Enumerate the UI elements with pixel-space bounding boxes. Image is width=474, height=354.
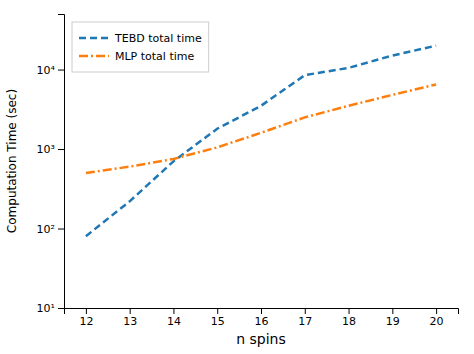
x-tick: 18 (342, 308, 356, 328)
legend-label: MLP total time (115, 50, 194, 63)
x-axis-line (65, 309, 459, 315)
legend-label: TEBD total time (114, 32, 202, 45)
y-tick-mark (58, 308, 64, 309)
x-tick-label: 19 (386, 315, 400, 328)
y-tick-mark (58, 149, 64, 150)
y-tick-label: 10² (37, 223, 55, 236)
x-tick: 20 (430, 308, 444, 328)
series-line (86, 84, 436, 173)
x-axis-title: n spins (236, 331, 286, 347)
x-tick-label: 16 (255, 315, 269, 328)
x-tick-label: 12 (79, 315, 93, 328)
y-tick-label: 10³ (37, 143, 55, 156)
x-tick-label: 20 (430, 315, 444, 328)
x-tick-mark (86, 308, 87, 314)
x-tick-mark (305, 308, 306, 314)
x-tick: 14 (167, 308, 181, 328)
y-axis-line (58, 15, 65, 309)
x-tick: 12 (79, 308, 93, 328)
x-tick-mark (217, 308, 218, 314)
x-tick: 17 (298, 308, 312, 328)
y-tick-label: 10¹ (37, 302, 55, 315)
x-tick-label: 13 (123, 315, 137, 328)
series-line (86, 46, 436, 237)
y-tick: 10² (37, 223, 64, 236)
y-tick-mark (58, 229, 64, 230)
legend: TEBD total time MLP total time (72, 22, 209, 72)
x-tick-mark (261, 308, 262, 314)
y-axis-title: Computation Time (sec) (5, 89, 19, 233)
x-tick: 13 (123, 308, 137, 328)
x-tick-label: 17 (298, 315, 312, 328)
legend-swatch (79, 37, 109, 40)
x-tick-label: 18 (342, 315, 356, 328)
y-tick: 10³ (37, 143, 64, 156)
x-tick-label: 14 (167, 315, 181, 328)
y-tick: 10¹ (37, 302, 64, 315)
x-axis: 12 13 14 15 16 17 18 19 20 (65, 308, 459, 328)
x-tick: 15 (211, 308, 225, 328)
x-tick-label: 15 (211, 315, 225, 328)
x-tick: 16 (255, 308, 269, 328)
y-axis: 10¹ 10² 10³ 10⁴ (37, 15, 65, 316)
x-tick-mark (392, 308, 393, 314)
x-tick-mark (436, 308, 437, 314)
x-tick-mark (173, 308, 174, 314)
y-tick-label: 10⁴ (37, 64, 56, 77)
y-tick: 10⁴ (37, 64, 64, 77)
chart: 12 13 14 15 16 17 18 19 20 10¹ 10² 10³ 10⁴ n spins Com… (0, 0, 474, 354)
plot-area (86, 46, 436, 237)
legend-box (72, 22, 209, 72)
x-tick-mark (130, 308, 131, 314)
legend-swatch (79, 55, 109, 58)
x-tick: 19 (386, 308, 400, 328)
x-tick-mark (349, 308, 350, 314)
y-tick-mark (58, 70, 64, 71)
